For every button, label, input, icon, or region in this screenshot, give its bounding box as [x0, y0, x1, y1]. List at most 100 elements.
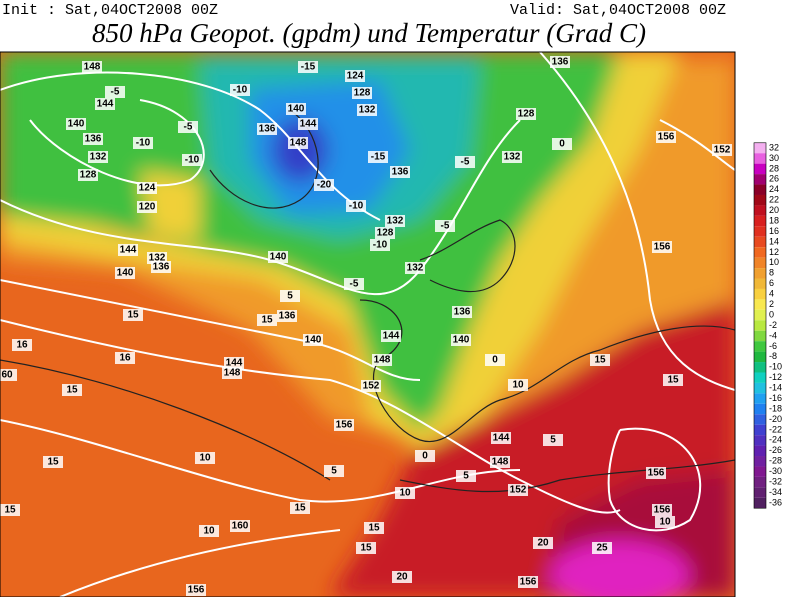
- label-bg: [257, 314, 277, 326]
- colorbar-label: 16: [769, 226, 779, 236]
- contour-label: 124: [139, 183, 156, 194]
- colorbar-swatch: [754, 288, 766, 300]
- colorbar-label: -12: [769, 372, 782, 382]
- contour-label: 15: [4, 505, 16, 516]
- colorbar-label: -16: [769, 393, 782, 403]
- colorbar-swatch: [754, 142, 766, 154]
- label-bg: [346, 200, 366, 212]
- label-bg: [370, 239, 390, 251]
- contour-label: 156: [520, 577, 537, 588]
- colorbar-label: -34: [769, 487, 782, 497]
- label-bg: [186, 584, 206, 596]
- colorbar-swatch: [754, 205, 766, 216]
- colorbar-swatch: [754, 403, 766, 415]
- contour-label: 148: [224, 368, 241, 379]
- colorbar-label: -32: [769, 476, 782, 486]
- contour-label: 10: [199, 453, 211, 464]
- label-bg: [115, 267, 135, 279]
- label-bg: [502, 151, 522, 163]
- contour-label: 5: [331, 466, 337, 477]
- label-bg: [195, 452, 215, 464]
- contour-label: 15: [261, 315, 273, 326]
- contour-label: 152: [714, 145, 731, 156]
- contour-label: 132: [90, 152, 107, 163]
- label-bg: [324, 465, 344, 477]
- contour-label: 0: [492, 355, 498, 366]
- colorbar-label: 10: [769, 257, 779, 267]
- contour-label: 15: [47, 457, 59, 468]
- contour-label: 10: [512, 380, 524, 391]
- contour-label: -10: [185, 155, 200, 166]
- colorbar-swatch: [754, 341, 766, 352]
- colorbar-label: -18: [769, 403, 782, 413]
- label-bg: [533, 537, 553, 549]
- colorbar: 32302826242220181614121086420-2-4-6-8-10…: [753, 142, 782, 509]
- contour-label: 148: [492, 457, 509, 468]
- colorbar-label: 26: [769, 174, 779, 184]
- colorbar-label: 0: [769, 309, 774, 319]
- colorbar-swatch: [754, 226, 766, 237]
- contour-label: 20: [396, 572, 408, 583]
- contour-label: 132: [407, 263, 424, 274]
- coastlines: [0, 109, 735, 493]
- contour-label: 15: [127, 310, 139, 321]
- colorbar-label: -20: [769, 414, 782, 424]
- colorbar-swatch: [754, 393, 766, 404]
- colorbar-swatch: [754, 299, 766, 310]
- label-bg: [290, 502, 310, 514]
- label-bg: [43, 456, 63, 468]
- colorbar-label: -4: [769, 330, 777, 340]
- colorbar-frame: [753, 142, 767, 509]
- colorbar-swatch: [754, 424, 766, 436]
- label-bg: [303, 334, 323, 346]
- contour-label: 140: [453, 335, 470, 346]
- contour-label: -10: [373, 240, 388, 251]
- label-bg: [268, 251, 288, 263]
- label-bg: [123, 309, 143, 321]
- label-bg: [224, 357, 244, 369]
- label-bg: [286, 103, 306, 115]
- contour-label: 156: [658, 132, 675, 143]
- label-bg: [375, 227, 395, 239]
- contour-label: 132: [359, 105, 376, 116]
- label-bg: [12, 339, 32, 351]
- contour-label: 0: [559, 139, 565, 150]
- contour-label: 5: [287, 291, 293, 302]
- label-bg: [381, 330, 401, 342]
- label-bg: [456, 470, 476, 482]
- label-bg: [655, 516, 675, 528]
- colorbar-label: 14: [769, 236, 779, 246]
- label-bg: [451, 334, 471, 346]
- colorbar-swatch: [754, 382, 766, 394]
- contour-label: 160: [232, 521, 249, 532]
- contour-label: 148: [374, 355, 391, 366]
- label-bg: [405, 262, 425, 274]
- colorbar-label: -26: [769, 445, 782, 455]
- contour-label: 140: [288, 104, 305, 115]
- colorbar-swatch: [754, 466, 766, 477]
- label-bg: [178, 121, 198, 133]
- label-bg: [392, 571, 412, 583]
- contour-label: 15: [368, 523, 380, 534]
- label-bg: [357, 104, 377, 116]
- label-bg: [298, 61, 318, 73]
- colorbar-label: 24: [769, 184, 779, 194]
- colorbar-swatch: [754, 435, 766, 446]
- label-bg: [62, 384, 82, 396]
- colorbar-swatch: [754, 309, 766, 321]
- label-bg: [352, 87, 372, 99]
- label-bg: [368, 151, 388, 163]
- contour-label: 0: [422, 451, 428, 462]
- label-bg: [230, 520, 250, 532]
- contour-label: -20: [317, 180, 332, 191]
- colorbar-swatch: [754, 215, 766, 227]
- label-bg: [663, 374, 683, 386]
- colorbar-label: -22: [769, 424, 782, 434]
- colorbar-swatch: [754, 445, 766, 457]
- contour-label: -10: [136, 138, 151, 149]
- label-bg: [222, 367, 242, 379]
- colorbar-swatch: [754, 330, 766, 342]
- colorbar-label: 20: [769, 205, 779, 215]
- contour-label: 15: [594, 355, 606, 366]
- colorbar-swatch: [754, 372, 766, 383]
